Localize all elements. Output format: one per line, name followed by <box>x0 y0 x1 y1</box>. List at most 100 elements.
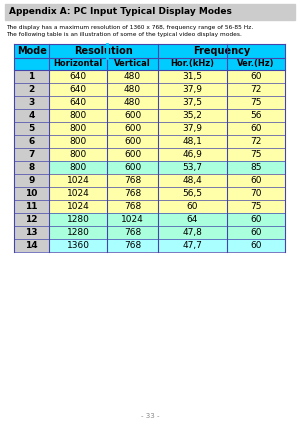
Text: 75: 75 <box>250 150 262 159</box>
Bar <box>14 58 285 70</box>
Bar <box>49 83 285 96</box>
Bar <box>14 135 49 148</box>
Text: 60: 60 <box>250 124 262 133</box>
Text: Mode: Mode <box>17 46 46 56</box>
Text: 37,9: 37,9 <box>182 85 202 94</box>
Text: 1280: 1280 <box>67 215 90 224</box>
Text: 60: 60 <box>250 72 262 81</box>
Text: 37,9: 37,9 <box>182 124 202 133</box>
Bar <box>49 148 285 161</box>
Bar <box>49 122 285 135</box>
Text: - 33 -: - 33 - <box>141 413 159 419</box>
Text: Hor.(kHz): Hor.(kHz) <box>170 59 214 68</box>
Text: 4: 4 <box>28 111 35 120</box>
Text: 11: 11 <box>26 202 38 211</box>
Text: 9: 9 <box>28 176 35 185</box>
Text: 14: 14 <box>25 241 38 250</box>
Text: 768: 768 <box>124 176 141 185</box>
Bar <box>14 70 49 83</box>
Text: 3: 3 <box>28 98 35 107</box>
Text: 60: 60 <box>250 228 262 237</box>
Text: 37,5: 37,5 <box>182 98 202 107</box>
Bar <box>49 70 285 83</box>
Text: 13: 13 <box>26 228 38 237</box>
Text: The following table is an illustration of some of the typical video display mode: The following table is an illustration o… <box>6 32 242 37</box>
Text: 480: 480 <box>124 85 141 94</box>
Bar <box>5 4 295 20</box>
Text: 640: 640 <box>70 85 87 94</box>
Text: Ver.(Hz): Ver.(Hz) <box>237 59 274 68</box>
Text: 6: 6 <box>28 137 35 146</box>
Text: 12: 12 <box>26 215 38 224</box>
Text: 47,8: 47,8 <box>182 228 202 237</box>
Text: Horizontal: Horizontal <box>54 59 103 68</box>
Text: 1360: 1360 <box>67 241 90 250</box>
Text: 7: 7 <box>28 150 35 159</box>
Bar <box>14 239 49 252</box>
Text: 600: 600 <box>124 111 141 120</box>
Text: 48,4: 48,4 <box>182 176 202 185</box>
Text: 640: 640 <box>70 98 87 107</box>
Text: The display has a maximum resolution of 1360 x 768, frequency range of 56-85 Hz.: The display has a maximum resolution of … <box>6 25 253 30</box>
Text: 480: 480 <box>124 98 141 107</box>
Text: 768: 768 <box>124 202 141 211</box>
Text: 1024: 1024 <box>121 215 144 224</box>
Text: 1280: 1280 <box>67 228 90 237</box>
Bar <box>49 96 285 109</box>
Text: 2: 2 <box>28 85 35 94</box>
Bar <box>49 109 285 122</box>
Text: 60: 60 <box>250 176 262 185</box>
Text: 60: 60 <box>250 215 262 224</box>
Text: 10: 10 <box>26 189 38 198</box>
Text: 800: 800 <box>70 137 87 146</box>
Bar <box>14 187 49 200</box>
Text: 48,1: 48,1 <box>182 137 202 146</box>
Text: 1: 1 <box>28 72 35 81</box>
Bar <box>49 226 285 239</box>
Text: 56: 56 <box>250 111 262 120</box>
Text: 64: 64 <box>187 215 198 224</box>
Text: 60: 60 <box>250 241 262 250</box>
Text: 640: 640 <box>70 72 87 81</box>
Text: 600: 600 <box>124 124 141 133</box>
Text: 800: 800 <box>70 163 87 172</box>
Text: 75: 75 <box>250 202 262 211</box>
Text: 600: 600 <box>124 137 141 146</box>
Text: 5: 5 <box>28 124 35 133</box>
Bar <box>14 200 49 213</box>
Text: Vertical: Vertical <box>114 59 151 68</box>
Text: 31,5: 31,5 <box>182 72 202 81</box>
Bar <box>49 161 285 174</box>
Text: 85: 85 <box>250 163 262 172</box>
Text: 800: 800 <box>70 150 87 159</box>
Text: 768: 768 <box>124 241 141 250</box>
Bar <box>49 213 285 226</box>
Text: 75: 75 <box>250 98 262 107</box>
Text: 768: 768 <box>124 189 141 198</box>
Text: 800: 800 <box>70 111 87 120</box>
Text: 1024: 1024 <box>67 176 90 185</box>
Bar <box>49 135 285 148</box>
Text: Frequency: Frequency <box>193 46 250 56</box>
Text: 70: 70 <box>250 189 262 198</box>
Text: 72: 72 <box>250 85 262 94</box>
Text: 53,7: 53,7 <box>182 163 202 172</box>
Text: 768: 768 <box>124 228 141 237</box>
Text: 1024: 1024 <box>67 202 90 211</box>
Bar <box>14 174 49 187</box>
Bar <box>14 148 49 161</box>
Bar <box>14 213 49 226</box>
Text: 8: 8 <box>28 163 35 172</box>
Text: 72: 72 <box>250 137 262 146</box>
Bar <box>14 109 49 122</box>
Bar <box>14 44 285 58</box>
Text: 600: 600 <box>124 150 141 159</box>
Bar <box>14 226 49 239</box>
Text: 35,2: 35,2 <box>182 111 202 120</box>
Bar <box>49 187 285 200</box>
Bar <box>14 122 49 135</box>
Text: Resolution: Resolution <box>74 46 133 56</box>
Text: 47,7: 47,7 <box>182 241 202 250</box>
Bar <box>49 200 285 213</box>
Text: 56,5: 56,5 <box>182 189 202 198</box>
